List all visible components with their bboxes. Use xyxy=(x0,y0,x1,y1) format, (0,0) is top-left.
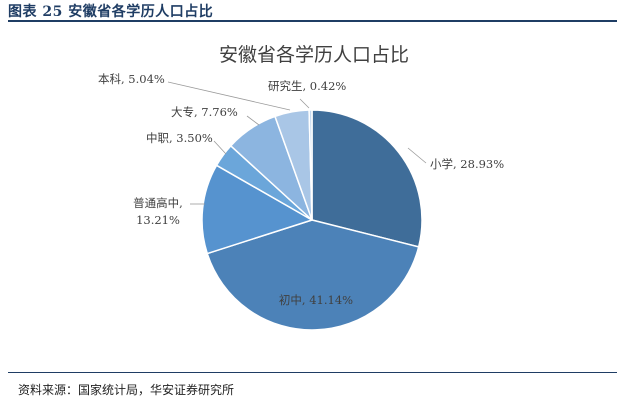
data-label-1: 小学, 28.93% xyxy=(430,157,504,171)
chart-title: 安徽省各学历人口占比 xyxy=(219,44,409,66)
pie-slice-7 xyxy=(308,109,313,221)
leader-line-5 xyxy=(246,115,260,126)
pie-chart: 安徽省各学历人口占比 小学, 28.93% 初中, 41.14% 普通高中, 13.2… xyxy=(98,44,504,331)
data-label-4: 中职, 3.50% xyxy=(146,131,213,145)
figure-label: 图表 25 安徽省各学历人口占比 xyxy=(8,4,214,20)
pie-slice-2 xyxy=(206,219,420,331)
leader-line-1 xyxy=(407,147,427,164)
figure-header: 图表 25 安徽省各学历人口占比 xyxy=(8,0,617,22)
data-label-2: 初中, 41.14% xyxy=(279,293,353,307)
data-label-6: 本科, 5.04% xyxy=(98,72,165,86)
pie-slice-3 xyxy=(201,164,314,255)
leader-line-4 xyxy=(213,140,227,155)
data-label-3: 普通高中, 13.21% xyxy=(133,196,183,227)
source-note: 资料来源：国家统计局，华安证券研究所 xyxy=(18,383,235,397)
pie-slice-1 xyxy=(311,109,423,248)
chart-container: 安徽省各学历人口占比 小学, 28.93% 初中, 41.14% 普通高中, 13.2… xyxy=(0,24,625,374)
footer-rule xyxy=(8,372,617,374)
leader-line-6 xyxy=(167,81,291,111)
data-label-7: 研究生, 0.42% xyxy=(268,79,346,93)
data-label-5: 大专, 7.76% xyxy=(171,105,238,119)
leader-line-7 xyxy=(299,98,310,109)
